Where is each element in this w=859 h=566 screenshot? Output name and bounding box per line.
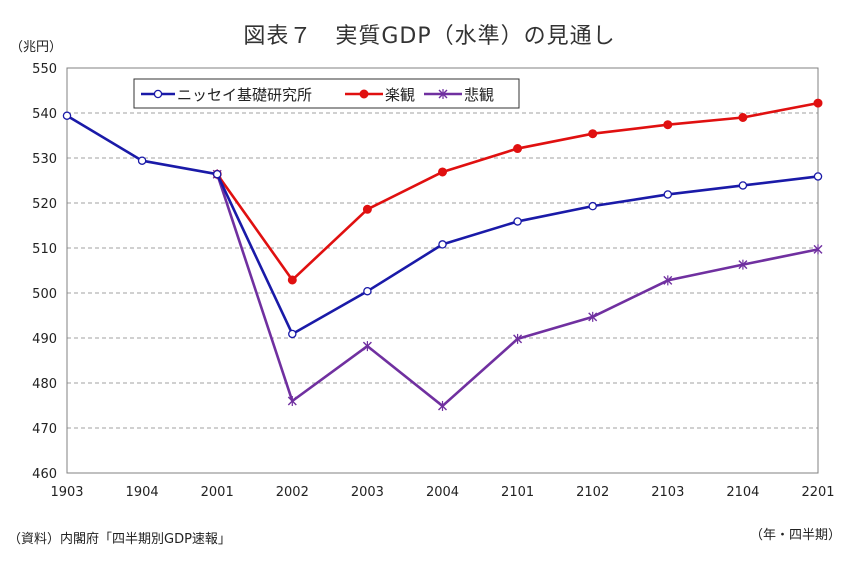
y-tick-label: 520: [32, 197, 57, 212]
legend: ニッセイ基礎研究所 楽観 悲観: [133, 78, 520, 109]
series-lines: [62, 98, 823, 411]
x-tick-label: 2201: [801, 485, 834, 500]
series-optimistic: [212, 98, 823, 285]
data-point-nissei: [62, 111, 72, 120]
y-tick-label: 490: [32, 332, 57, 347]
y-tick-label: 470: [32, 422, 57, 437]
y-axis: 460 470 480 490 500 510 520 530 540 550: [32, 62, 57, 482]
x-tick-label: 2002: [276, 485, 309, 500]
x-tick-label: 2003: [351, 485, 384, 500]
legend-label-nissei: ニッセイ基礎研究所: [177, 86, 312, 104]
legend-label-pessimistic: 悲観: [464, 86, 494, 104]
data-point-nissei: [137, 156, 147, 165]
series-line-pessimistic: [215, 173, 819, 408]
series-nissei: [62, 111, 823, 339]
data-point-pessimistic: [663, 275, 673, 286]
chart-title: 図表７ 実質GDP（水準）の見通し: [243, 24, 616, 49]
data-point-nissei: [288, 329, 297, 339]
y-axis-label: （兆円）: [10, 40, 62, 55]
series-line-optimistic: [216, 101, 819, 282]
x-tick-label: 2004: [426, 485, 459, 500]
x-tick-label: 2103: [651, 485, 684, 500]
data-point-nissei: [363, 286, 372, 296]
legend-marker-nissei: [153, 89, 163, 99]
y-tick-label: 550: [32, 62, 57, 77]
legend-label-optimistic: 楽観: [385, 86, 415, 104]
x-tick-label: 2001: [201, 485, 234, 500]
data-point-pessimistic: [738, 259, 748, 270]
series-pessimistic: [212, 169, 823, 411]
x-tick-label: 1903: [50, 485, 83, 500]
data-point-optimistic: [362, 204, 372, 214]
data-point-optimistic: [663, 120, 673, 130]
legend-marker-optimistic: [359, 89, 369, 99]
data-point-optimistic: [813, 98, 823, 108]
data-point-nissei: [813, 172, 823, 181]
plot-area-frame: [66, 67, 819, 474]
x-tick-label: 2104: [726, 485, 759, 500]
data-point-optimistic: [438, 167, 447, 177]
y-tick-label: 510: [32, 242, 57, 257]
data-point-pessimistic: [362, 341, 372, 352]
x-tick-label: 1904: [126, 485, 159, 500]
grid-lines: [67, 112, 818, 429]
data-point-nissei: [438, 240, 447, 249]
data-point-pessimistic: [513, 333, 523, 344]
x-axis: 1903 1904 2001 2002 2003 2004 2101 2102 2103 2104…: [50, 485, 834, 500]
y-tick-label: 540: [32, 107, 57, 122]
data-point-optimistic: [588, 129, 598, 139]
y-tick-label: 530: [32, 152, 57, 167]
data-point-nissei: [738, 181, 748, 190]
x-axis-unit-label: （年・四半期）: [749, 528, 841, 543]
data-point-optimistic: [738, 113, 748, 122]
y-tick-label: 500: [32, 287, 57, 302]
legend-marker-pessimistic: [438, 89, 448, 99]
data-point-pessimistic: [813, 244, 823, 255]
x-tick-label: 2101: [501, 485, 534, 500]
data-point-pessimistic: [438, 400, 447, 411]
data-point-nissei: [588, 201, 597, 211]
data-point-optimistic: [287, 275, 297, 285]
source-note: （資料）内閣府「四半期別GDP速報」: [8, 532, 231, 547]
y-tick-label: 480: [32, 377, 57, 392]
data-point-pessimistic: [287, 396, 297, 406]
x-tick-label: 2102: [576, 485, 609, 500]
data-point-pessimistic: [588, 311, 598, 322]
data-point-nissei: [212, 169, 222, 179]
y-tick-label: 460: [32, 467, 57, 482]
data-point-nissei: [513, 217, 522, 226]
series-line-nissei: [66, 114, 819, 336]
data-point-optimistic: [513, 144, 523, 154]
data-point-nissei: [663, 190, 673, 199]
